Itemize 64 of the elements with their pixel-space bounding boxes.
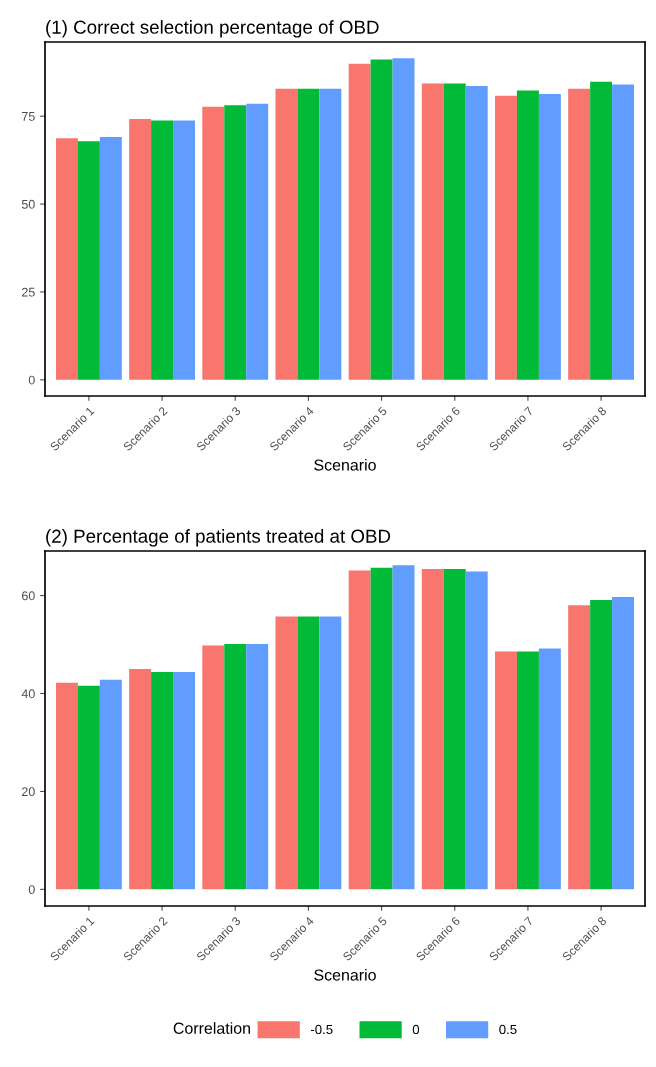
bar: [297, 88, 320, 380]
bar: [568, 605, 591, 890]
bar: [421, 83, 444, 380]
bar: [495, 95, 517, 380]
y-tick-label: 40: [21, 689, 35, 699]
bar: [99, 679, 122, 890]
bar: [590, 599, 613, 890]
bar: [348, 570, 371, 890]
bar: [443, 83, 466, 380]
bar: [538, 94, 561, 380]
y-tick-label: 50: [21, 199, 35, 209]
bar: [129, 118, 152, 380]
bar: [202, 106, 225, 380]
bar: [392, 565, 415, 890]
bar: [612, 84, 635, 380]
y-tick-label: 20: [22, 787, 35, 797]
bar: [173, 671, 195, 890]
bar: [246, 644, 269, 890]
y-tick-label: 60: [22, 591, 35, 601]
bar: [370, 59, 393, 380]
y-tick-label: 75: [22, 112, 35, 121]
x-axis-title: Scenario: [314, 458, 376, 471]
chart-title: (2) Percentage of patients treated at OBD: [46, 529, 391, 547]
bar: [348, 63, 371, 380]
bar: [55, 682, 78, 890]
bar: [392, 58, 415, 380]
bar: [495, 651, 517, 890]
bar: [99, 136, 122, 380]
bar: [319, 88, 342, 380]
bar: [612, 597, 635, 890]
bar: [77, 685, 100, 890]
bar: [297, 616, 320, 890]
bar: [151, 120, 174, 380]
bar: [275, 616, 298, 890]
bar: [421, 569, 444, 890]
bar: [538, 648, 561, 890]
x-axis-title: Scenario: [314, 968, 376, 981]
bar: [465, 571, 488, 890]
bar: [202, 645, 225, 890]
bar: [443, 569, 466, 890]
y-tick-label: 0: [28, 375, 35, 385]
legend-label: 0.5: [499, 1024, 517, 1035]
y-tick-label: 0: [28, 885, 35, 894]
bar: [516, 90, 539, 380]
legend-title: Correlation: [173, 1022, 250, 1034]
bar: [224, 644, 247, 890]
bar: [55, 138, 78, 380]
legend-label: -0.5: [310, 1024, 333, 1035]
bar: [370, 567, 393, 890]
bar: [590, 81, 613, 380]
bar: [246, 103, 269, 380]
bar: [77, 141, 100, 380]
y-tick-label: 25: [22, 287, 35, 297]
bar: [275, 88, 298, 380]
bar: [319, 616, 342, 890]
legend-label: 0: [412, 1024, 420, 1035]
bar: [129, 669, 152, 890]
bar: [224, 105, 247, 380]
bar: [465, 85, 488, 380]
bar: [516, 651, 539, 890]
chart-title: (1) Correct selection percentage of OBD: [46, 20, 379, 38]
bar: [568, 88, 591, 380]
bar: [173, 120, 195, 380]
bar: [151, 671, 174, 890]
